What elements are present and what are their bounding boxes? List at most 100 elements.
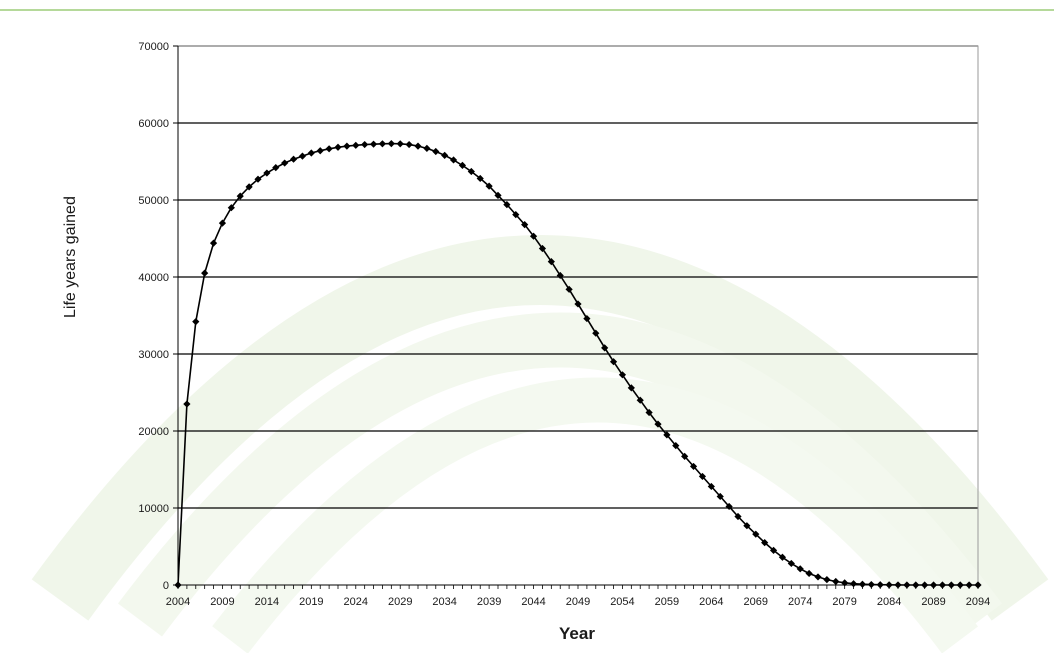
data-point-marker — [609, 358, 618, 366]
data-point-marker — [885, 581, 893, 589]
data-point-marker — [663, 431, 671, 439]
x-tick-labels: 2004 2009 2014 2019 2024 2029 2034 2039 2044 2049… — [166, 596, 990, 608]
x-tick-label: 2064 — [699, 596, 723, 608]
data-point-marker — [467, 167, 475, 176]
data-point-marker — [752, 530, 760, 538]
data-point-marker — [912, 581, 920, 589]
data-point-marker — [325, 145, 333, 153]
data-point-marker — [494, 191, 502, 199]
x-tick-label: 2014 — [255, 596, 279, 608]
data-point-marker — [921, 581, 929, 589]
y-tick-label: 0 — [163, 580, 169, 592]
data-point-marker — [574, 300, 582, 308]
data-point-marker — [734, 512, 742, 521]
data-point-marker — [556, 271, 564, 280]
data-point-marker — [947, 581, 955, 589]
x-tick-label: 2019 — [299, 596, 323, 608]
data-point-marker — [218, 219, 227, 227]
data-point-marker — [209, 239, 218, 247]
data-point-marker — [654, 420, 662, 428]
data-point-marker — [956, 581, 964, 589]
grid-lines — [178, 45, 978, 509]
data-point-marker — [405, 140, 413, 149]
data-point-marker — [814, 573, 822, 581]
data-point-marker — [236, 192, 244, 200]
x-tick-label: 2054 — [610, 596, 634, 608]
x-tick-label: 2004 — [166, 596, 190, 608]
y-tick-label: 30000 — [138, 349, 169, 361]
data-point-marker — [334, 143, 342, 151]
x-tick-label: 2034 — [432, 596, 456, 608]
data-point-marker — [192, 318, 200, 326]
x-tick-label: 2094 — [966, 596, 990, 608]
x-tick-label: 2084 — [877, 596, 901, 608]
data-point-marker — [476, 174, 484, 183]
data-point-marker — [974, 581, 982, 589]
y-tick-label: 70000 — [138, 41, 169, 53]
data-point-marker — [761, 539, 769, 547]
data-point-marker — [876, 581, 884, 589]
data-point-marker — [352, 141, 360, 149]
data-point-marker — [778, 553, 787, 561]
x-tick-label: 2029 — [388, 596, 412, 608]
data-point-marker — [636, 396, 644, 404]
data-point-marker — [823, 576, 831, 584]
data-point-marker — [698, 472, 707, 481]
x-tick-label: 2089 — [921, 596, 945, 608]
data-point-marker — [485, 182, 493, 190]
x-tick-label: 2069 — [744, 596, 768, 608]
data-point-marker — [227, 204, 235, 212]
data-point-marker — [307, 149, 315, 157]
data-point-marker — [378, 140, 387, 148]
data-point-marker — [832, 577, 840, 586]
data-point-marker — [201, 269, 209, 277]
data-point-marker — [432, 147, 440, 156]
data-point-marker — [272, 164, 280, 172]
data-point-marker — [423, 144, 431, 153]
data-point-marker — [387, 140, 395, 148]
data-point-marker — [369, 140, 378, 148]
y-axis-label: Life years gained — [62, 196, 79, 318]
data-point-marker — [414, 142, 422, 150]
x-tick-label: 2044 — [521, 596, 545, 608]
data-point-marker — [965, 581, 973, 589]
data-point-marker — [289, 155, 298, 163]
x-tick-label: 2079 — [832, 596, 856, 608]
data-point-marker — [449, 156, 458, 164]
data-point-marker — [725, 502, 733, 511]
data-point-marker — [512, 211, 520, 219]
data-point-marker — [841, 579, 849, 587]
x-axis-label: Year — [559, 624, 595, 643]
data-point-marker — [281, 159, 289, 167]
data-point-marker — [849, 580, 858, 588]
x-tick-label: 2039 — [477, 596, 501, 608]
data-point-marker — [858, 580, 867, 588]
data-point-marker — [396, 140, 404, 148]
y-tick-label: 40000 — [138, 272, 169, 284]
series-markers — [174, 140, 982, 589]
data-point-marker — [529, 232, 538, 240]
data-point-marker — [565, 285, 573, 293]
data-point-marker — [343, 142, 351, 150]
data-point-marker — [601, 344, 609, 352]
plot-area — [177, 45, 979, 586]
series-line — [177, 142, 978, 586]
series-line — [177, 142, 978, 586]
data-point-marker — [929, 581, 938, 589]
data-point-marker — [547, 258, 555, 266]
data-point-marker — [894, 581, 902, 589]
data-point-marker — [787, 559, 795, 568]
data-point-marker — [618, 371, 627, 379]
data-point-marker — [743, 522, 751, 530]
data-point-marker — [254, 175, 262, 183]
x-tick-label: 2024 — [344, 596, 368, 608]
data-point-marker — [441, 151, 449, 159]
data-point-marker — [316, 147, 324, 155]
y-tick-label: 50000 — [138, 195, 169, 207]
data-point-marker — [805, 569, 813, 578]
y-tick-label: 60000 — [138, 118, 169, 130]
data-point-marker — [503, 201, 511, 209]
data-point-marker — [361, 140, 369, 149]
